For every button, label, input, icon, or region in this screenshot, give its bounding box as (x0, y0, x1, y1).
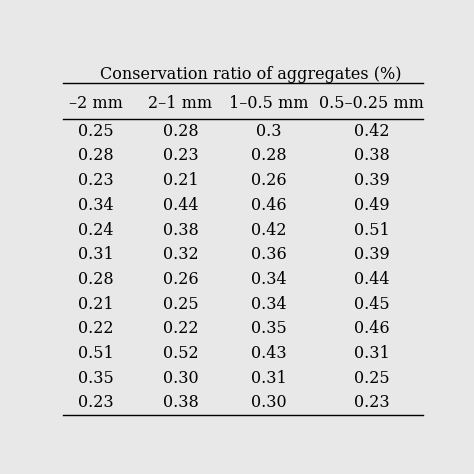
Text: 0.24: 0.24 (78, 221, 114, 238)
Text: 0.49: 0.49 (354, 197, 389, 214)
Text: 0.31: 0.31 (354, 345, 389, 362)
Text: 0.28: 0.28 (251, 147, 286, 164)
Text: 0.31: 0.31 (78, 246, 114, 263)
Text: 0.44: 0.44 (354, 271, 389, 288)
Text: 0.30: 0.30 (163, 370, 198, 387)
Text: 0.38: 0.38 (354, 147, 389, 164)
Text: 0.42: 0.42 (354, 123, 389, 140)
Text: 0.26: 0.26 (163, 271, 198, 288)
Text: 0.23: 0.23 (354, 394, 389, 411)
Text: 0.34: 0.34 (251, 296, 286, 313)
Text: 0.32: 0.32 (163, 246, 198, 263)
Text: 0.23: 0.23 (163, 147, 198, 164)
Text: 0.36: 0.36 (251, 246, 286, 263)
Text: 0.46: 0.46 (251, 197, 286, 214)
Text: 0.22: 0.22 (163, 320, 198, 337)
Text: 0.38: 0.38 (163, 221, 198, 238)
Text: 0.21: 0.21 (163, 172, 198, 189)
Text: 0.34: 0.34 (251, 271, 286, 288)
Text: 0.23: 0.23 (78, 394, 114, 411)
Text: 0.51: 0.51 (354, 221, 389, 238)
Text: 1–0.5 mm: 1–0.5 mm (229, 95, 309, 112)
Text: 0.28: 0.28 (163, 123, 198, 140)
Text: 0.42: 0.42 (251, 221, 286, 238)
Text: 0.34: 0.34 (78, 197, 114, 214)
Text: 0.39: 0.39 (354, 172, 389, 189)
Text: Conservation ratio of aggregates (%): Conservation ratio of aggregates (%) (100, 66, 401, 83)
Text: 0.51: 0.51 (78, 345, 114, 362)
Text: 0.28: 0.28 (78, 271, 114, 288)
Text: 2–1 mm: 2–1 mm (148, 95, 212, 112)
Text: 0.25: 0.25 (78, 123, 114, 140)
Text: 0.35: 0.35 (251, 320, 286, 337)
Text: 0.44: 0.44 (163, 197, 198, 214)
Text: 0.35: 0.35 (78, 370, 114, 387)
Text: 0.39: 0.39 (354, 246, 389, 263)
Text: 0.46: 0.46 (354, 320, 389, 337)
Text: 0.38: 0.38 (163, 394, 198, 411)
Text: 0.23: 0.23 (78, 172, 114, 189)
Text: 0.25: 0.25 (354, 370, 389, 387)
Text: 0.5–0.25 mm: 0.5–0.25 mm (319, 95, 424, 112)
Text: 0.26: 0.26 (251, 172, 286, 189)
Text: 0.3: 0.3 (256, 123, 282, 140)
Text: 0.52: 0.52 (163, 345, 198, 362)
Text: 0.22: 0.22 (78, 320, 114, 337)
Text: 0.28: 0.28 (78, 147, 114, 164)
Text: 0.31: 0.31 (251, 370, 286, 387)
Text: 0.43: 0.43 (251, 345, 286, 362)
Text: 0.21: 0.21 (78, 296, 114, 313)
Text: –2 mm: –2 mm (69, 95, 123, 112)
Text: 0.30: 0.30 (251, 394, 286, 411)
Text: 0.45: 0.45 (354, 296, 389, 313)
Text: 0.25: 0.25 (163, 296, 198, 313)
